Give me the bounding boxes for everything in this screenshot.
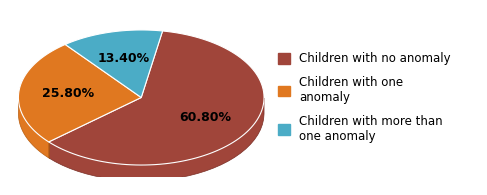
Polygon shape	[19, 95, 49, 158]
Text: 13.40%: 13.40%	[97, 52, 150, 65]
Legend: Children with no anomaly, Children with one
anomaly, Children with more than
one: Children with no anomaly, Children with …	[278, 52, 451, 143]
Text: 60.80%: 60.80%	[179, 111, 231, 124]
Polygon shape	[65, 30, 163, 98]
Polygon shape	[19, 44, 141, 142]
Polygon shape	[49, 31, 264, 165]
Polygon shape	[49, 98, 264, 181]
Text: 25.80%: 25.80%	[42, 87, 94, 100]
